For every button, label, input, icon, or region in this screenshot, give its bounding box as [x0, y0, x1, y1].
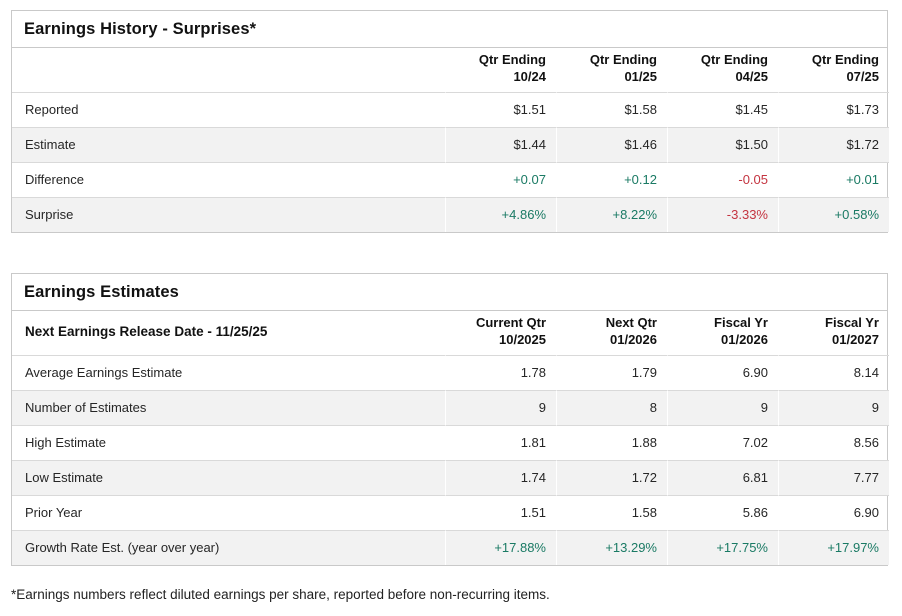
- value-cell: +13.29%: [556, 529, 667, 565]
- column-header-line2: 07/25: [846, 68, 879, 84]
- history-column-header: Qtr Ending 10/24: [445, 48, 556, 92]
- value-cell: 7.02: [667, 424, 778, 460]
- estimates-column-header: Next Qtr 01/2026: [556, 311, 667, 355]
- value-cell: $1.50: [667, 126, 778, 162]
- earnings-history-table: Qtr Ending 10/24 Qtr Ending 01/25 Qtr En…: [12, 48, 889, 232]
- earnings-history-panel: Earnings History - Surprises* Qtr Ending…: [11, 10, 889, 233]
- row-label: High Estimate: [12, 424, 445, 460]
- value-cell: $1.51: [445, 91, 556, 127]
- column-header-line2: 01/2026: [610, 331, 657, 347]
- table-row: High Estimate 1.81 1.88 7.02 8.56: [12, 424, 889, 460]
- value-cell: +8.22%: [556, 196, 667, 232]
- value-cell: +0.58%: [778, 196, 889, 232]
- table-row: Difference +0.07 +0.12 -0.05 +0.01: [12, 161, 889, 197]
- history-column-header: Qtr Ending 01/25: [556, 48, 667, 92]
- column-header-line2: 01/2026: [721, 331, 768, 347]
- history-header-spacer: [12, 48, 445, 92]
- value-cell: 8.14: [778, 354, 889, 390]
- value-cell: 6.90: [778, 494, 889, 530]
- value-cell: 8: [556, 389, 667, 425]
- footnote: *Earnings numbers reflect diluted earnin…: [11, 586, 550, 602]
- history-column-header: Qtr Ending 04/25: [667, 48, 778, 92]
- panel-gap: [11, 233, 890, 273]
- column-header-line1: Fiscal Yr: [825, 314, 879, 330]
- row-label: Low Estimate: [12, 459, 445, 495]
- row-label: Growth Rate Est. (year over year): [12, 529, 445, 565]
- value-cell: 8.56: [778, 424, 889, 460]
- value-cell: $1.44: [445, 126, 556, 162]
- row-label: Prior Year: [12, 494, 445, 530]
- estimates-header-row: Next Earnings Release Date - 11/25/25 Cu…: [12, 311, 889, 355]
- column-header-line1: Current Qtr: [475, 314, 546, 330]
- column-header-line1: Qtr Ending: [478, 52, 546, 67]
- table-row: Estimate $1.44 $1.46 $1.50 $1.72: [12, 126, 889, 162]
- value-cell: 9: [667, 389, 778, 425]
- value-cell: +17.97%: [778, 529, 889, 565]
- table-row: Growth Rate Est. (year over year) +17.88…: [12, 529, 889, 565]
- value-cell: 1.51: [445, 494, 556, 530]
- history-header-row: Qtr Ending 10/24 Qtr Ending 01/25 Qtr En…: [12, 48, 889, 92]
- table-row: Prior Year 1.51 1.58 5.86 6.90: [12, 494, 889, 530]
- table-row: Reported $1.51 $1.58 $1.45 $1.73: [12, 91, 889, 127]
- value-cell: 1.74: [445, 459, 556, 495]
- column-header-line2: 10/2025: [499, 331, 546, 347]
- value-cell: $1.46: [556, 126, 667, 162]
- row-label: Estimate: [12, 126, 445, 162]
- column-header-line2: 01/2027: [832, 331, 879, 347]
- row-label: Number of Estimates: [12, 389, 445, 425]
- estimates-column-header: Fiscal Yr 01/2026: [667, 311, 778, 355]
- value-cell: 6.90: [667, 354, 778, 390]
- value-cell: +0.07: [445, 161, 556, 197]
- value-cell: 1.72: [556, 459, 667, 495]
- value-cell: +17.75%: [667, 529, 778, 565]
- column-header-line1: Next Qtr: [605, 314, 657, 330]
- table-row: Number of Estimates 9 8 9 9: [12, 389, 889, 425]
- column-header-line1: Qtr Ending: [811, 52, 879, 67]
- table-row: Surprise +4.86% +8.22% -3.33% +0.58%: [12, 196, 889, 232]
- earnings-estimates-table: Next Earnings Release Date - 11/25/25 Cu…: [12, 311, 889, 565]
- row-label: Difference: [12, 161, 445, 197]
- value-cell: $1.58: [556, 91, 667, 127]
- value-cell: 7.77: [778, 459, 889, 495]
- row-label: Average Earnings Estimate: [12, 354, 445, 390]
- value-cell: 5.86: [667, 494, 778, 530]
- value-cell: -3.33%: [667, 196, 778, 232]
- value-cell: 9: [778, 389, 889, 425]
- value-cell: 1.81: [445, 424, 556, 460]
- value-cell: $1.72: [778, 126, 889, 162]
- column-header-line2: 10/24: [513, 68, 546, 84]
- earnings-estimates-title: Earnings Estimates: [12, 274, 887, 311]
- value-cell: +4.86%: [445, 196, 556, 232]
- value-cell: +17.88%: [445, 529, 556, 565]
- row-label: Reported: [12, 91, 445, 127]
- value-cell: 9: [445, 389, 556, 425]
- column-header-line2: 01/25: [624, 68, 657, 84]
- value-cell: $1.73: [778, 91, 889, 127]
- value-cell: -0.05: [667, 161, 778, 197]
- row-label: Surprise: [12, 196, 445, 232]
- history-column-header: Qtr Ending 07/25: [778, 48, 889, 92]
- column-header-line1: Fiscal Yr: [714, 314, 768, 330]
- value-cell: +0.12: [556, 161, 667, 197]
- earnings-estimates-panel: Earnings Estimates Next Earnings Release…: [11, 272, 889, 566]
- column-header-line1: Qtr Ending: [700, 52, 768, 67]
- column-header-line2: 04/25: [735, 68, 768, 84]
- value-cell: 1.79: [556, 354, 667, 390]
- value-cell: +0.01: [778, 161, 889, 197]
- value-cell: 1.58: [556, 494, 667, 530]
- value-cell: 6.81: [667, 459, 778, 495]
- estimates-column-header: Fiscal Yr 01/2027: [778, 311, 889, 355]
- earnings-history-title: Earnings History - Surprises*: [12, 11, 887, 48]
- table-row: Average Earnings Estimate 1.78 1.79 6.90…: [12, 354, 889, 390]
- estimates-column-header: Current Qtr 10/2025: [445, 311, 556, 355]
- table-row: Low Estimate 1.74 1.72 6.81 7.77: [12, 459, 889, 495]
- value-cell: $1.45: [667, 91, 778, 127]
- column-header-line1: Qtr Ending: [589, 52, 657, 67]
- next-earnings-release-date: Next Earnings Release Date - 11/25/25: [25, 323, 268, 339]
- value-cell: 1.78: [445, 354, 556, 390]
- value-cell: 1.88: [556, 424, 667, 460]
